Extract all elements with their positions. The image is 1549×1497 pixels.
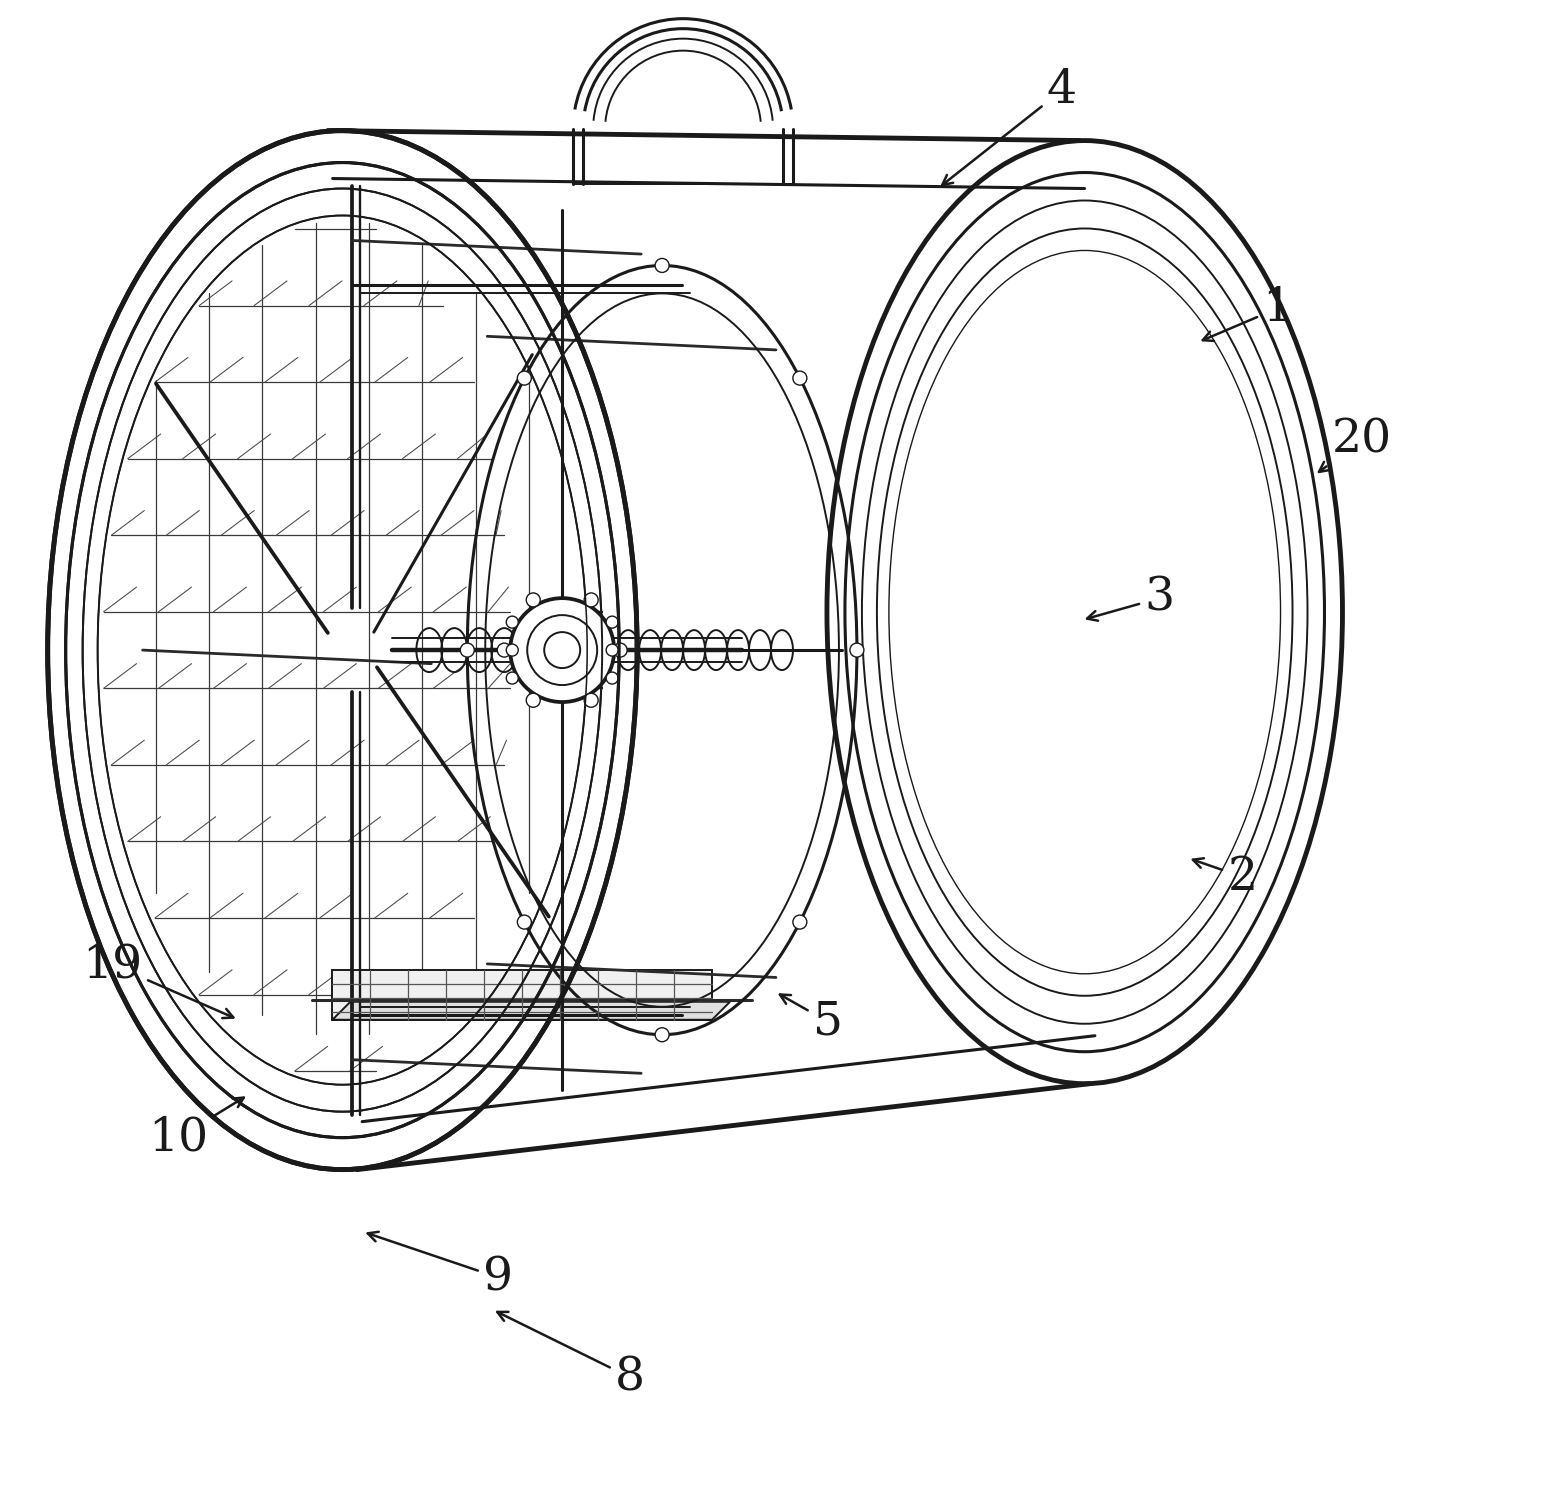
Ellipse shape bbox=[544, 632, 581, 668]
Ellipse shape bbox=[850, 644, 864, 657]
Ellipse shape bbox=[877, 229, 1292, 996]
Ellipse shape bbox=[460, 644, 474, 657]
Ellipse shape bbox=[827, 141, 1343, 1084]
Text: 5: 5 bbox=[779, 994, 843, 1045]
Ellipse shape bbox=[606, 617, 618, 629]
Ellipse shape bbox=[584, 593, 598, 606]
Polygon shape bbox=[333, 1001, 730, 1019]
Text: 1: 1 bbox=[1202, 286, 1292, 341]
Ellipse shape bbox=[527, 693, 541, 707]
Ellipse shape bbox=[510, 599, 613, 702]
Text: 19: 19 bbox=[82, 942, 234, 1018]
Ellipse shape bbox=[889, 250, 1281, 973]
Ellipse shape bbox=[507, 617, 519, 629]
Text: 20: 20 bbox=[1318, 418, 1391, 472]
Ellipse shape bbox=[655, 259, 669, 272]
Ellipse shape bbox=[793, 915, 807, 930]
Text: 2: 2 bbox=[1193, 855, 1258, 900]
Ellipse shape bbox=[507, 644, 519, 656]
Ellipse shape bbox=[527, 593, 541, 606]
Ellipse shape bbox=[507, 672, 519, 684]
Polygon shape bbox=[333, 970, 713, 1019]
Ellipse shape bbox=[861, 201, 1307, 1024]
Text: 8: 8 bbox=[497, 1311, 644, 1400]
Ellipse shape bbox=[655, 1028, 669, 1042]
Ellipse shape bbox=[606, 644, 618, 656]
Ellipse shape bbox=[497, 644, 511, 657]
Ellipse shape bbox=[613, 644, 627, 657]
Ellipse shape bbox=[606, 672, 618, 684]
Ellipse shape bbox=[48, 130, 637, 1169]
Text: 10: 10 bbox=[149, 1097, 243, 1160]
Ellipse shape bbox=[527, 615, 598, 686]
Ellipse shape bbox=[584, 693, 598, 707]
Text: 9: 9 bbox=[367, 1232, 513, 1299]
Text: 3: 3 bbox=[1087, 575, 1174, 621]
Ellipse shape bbox=[517, 371, 531, 385]
Ellipse shape bbox=[517, 915, 531, 930]
Text: 4: 4 bbox=[942, 67, 1077, 186]
Ellipse shape bbox=[793, 371, 807, 385]
